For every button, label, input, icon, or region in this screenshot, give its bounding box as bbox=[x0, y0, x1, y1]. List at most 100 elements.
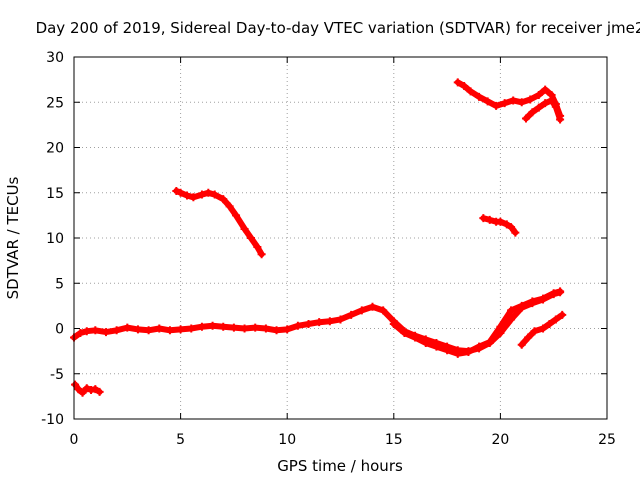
data-point bbox=[551, 102, 560, 111]
data-point bbox=[453, 78, 462, 87]
data-point bbox=[315, 318, 324, 327]
trace-early-negative bbox=[71, 380, 104, 397]
data-point bbox=[182, 191, 191, 200]
chart-title: Day 200 of 2019, Sidereal Day-to-day VTE… bbox=[36, 19, 640, 37]
series-line bbox=[173, 187, 265, 258]
data-point bbox=[257, 250, 266, 259]
data-point bbox=[539, 324, 548, 333]
data-point bbox=[78, 388, 87, 397]
data-point bbox=[432, 342, 441, 351]
data-point bbox=[82, 384, 91, 393]
data-point bbox=[453, 349, 462, 358]
data-point bbox=[500, 99, 509, 108]
data-point bbox=[76, 329, 85, 338]
trace-mid-high bbox=[172, 186, 266, 259]
data-point bbox=[541, 85, 550, 94]
data-point bbox=[133, 325, 142, 334]
data-point bbox=[496, 217, 505, 226]
data-point bbox=[528, 297, 537, 306]
data-point bbox=[517, 301, 526, 310]
data-point bbox=[112, 326, 121, 335]
data-point bbox=[347, 310, 356, 319]
y-tick-label: 30 bbox=[46, 50, 64, 66]
x-tick-label: 10 bbox=[278, 432, 296, 448]
grid bbox=[74, 57, 607, 419]
data-point bbox=[272, 326, 281, 335]
data-point bbox=[526, 95, 535, 104]
data-point bbox=[534, 91, 543, 100]
data-point bbox=[411, 333, 420, 342]
data-point bbox=[460, 81, 469, 90]
data-point bbox=[479, 214, 488, 223]
data-point bbox=[517, 340, 526, 349]
data-point bbox=[204, 188, 213, 197]
data-point bbox=[176, 325, 185, 334]
data-point bbox=[521, 114, 530, 123]
data-point bbox=[91, 385, 100, 394]
trace-dip-recovery bbox=[517, 310, 567, 349]
x-tick-label: 5 bbox=[176, 432, 185, 448]
data-point bbox=[507, 306, 516, 315]
data-point bbox=[502, 220, 511, 229]
data-point bbox=[101, 328, 110, 337]
data-point bbox=[534, 103, 543, 112]
data-point bbox=[251, 323, 260, 332]
data-point bbox=[219, 322, 228, 331]
data-point bbox=[261, 324, 270, 333]
data-point bbox=[492, 101, 501, 110]
data-point bbox=[509, 96, 518, 105]
data-point bbox=[547, 96, 556, 105]
data-point bbox=[556, 287, 565, 296]
data-point bbox=[240, 324, 249, 333]
data-point bbox=[530, 327, 539, 336]
data-point bbox=[400, 329, 409, 338]
data-point bbox=[556, 115, 565, 124]
y-tick-label: 15 bbox=[46, 186, 64, 202]
data-point bbox=[539, 294, 548, 303]
data-point bbox=[95, 387, 104, 396]
data-point bbox=[421, 338, 430, 347]
y-tick-label: 10 bbox=[46, 231, 64, 247]
trace-lower-band bbox=[389, 287, 565, 358]
data-point bbox=[551, 315, 560, 324]
data-point bbox=[155, 324, 164, 333]
data-point bbox=[197, 322, 206, 331]
data-point bbox=[240, 224, 249, 233]
data-point bbox=[144, 326, 153, 335]
data-point bbox=[225, 202, 234, 211]
data-point bbox=[541, 99, 550, 108]
data-point bbox=[219, 195, 228, 204]
data-point bbox=[558, 310, 567, 319]
data-point bbox=[304, 319, 313, 328]
data-point bbox=[172, 186, 181, 195]
data-point bbox=[485, 215, 494, 224]
data-point bbox=[524, 333, 533, 342]
x-tick-label: 25 bbox=[598, 432, 616, 448]
data-point bbox=[71, 380, 80, 389]
y-tick-label: 0 bbox=[55, 322, 64, 338]
data-point bbox=[246, 234, 255, 242]
data-point bbox=[466, 87, 475, 96]
data-point bbox=[187, 324, 196, 333]
data-point bbox=[545, 319, 554, 328]
plot-frame bbox=[73, 56, 608, 420]
data-point bbox=[283, 325, 292, 334]
series-layer bbox=[70, 78, 567, 397]
data-point bbox=[517, 98, 526, 107]
data-point bbox=[253, 243, 262, 252]
y-tick-label: -5 bbox=[50, 367, 64, 383]
data-point bbox=[511, 228, 520, 237]
x-tick-label: 15 bbox=[385, 432, 403, 448]
data-point bbox=[464, 348, 473, 357]
data-point bbox=[82, 327, 91, 336]
ticks: 0 5 10 15 20 25 -10 -5 0 5 10 15 20 25 30 bbox=[41, 50, 616, 448]
trace-late-mid bbox=[479, 214, 520, 237]
data-point bbox=[208, 321, 217, 330]
data-point bbox=[475, 92, 484, 101]
y-tick-label: -10 bbox=[41, 412, 64, 428]
data-point bbox=[123, 323, 132, 332]
data-point bbox=[443, 346, 452, 355]
data-point bbox=[91, 326, 100, 335]
y-tick-label: 25 bbox=[46, 95, 64, 111]
